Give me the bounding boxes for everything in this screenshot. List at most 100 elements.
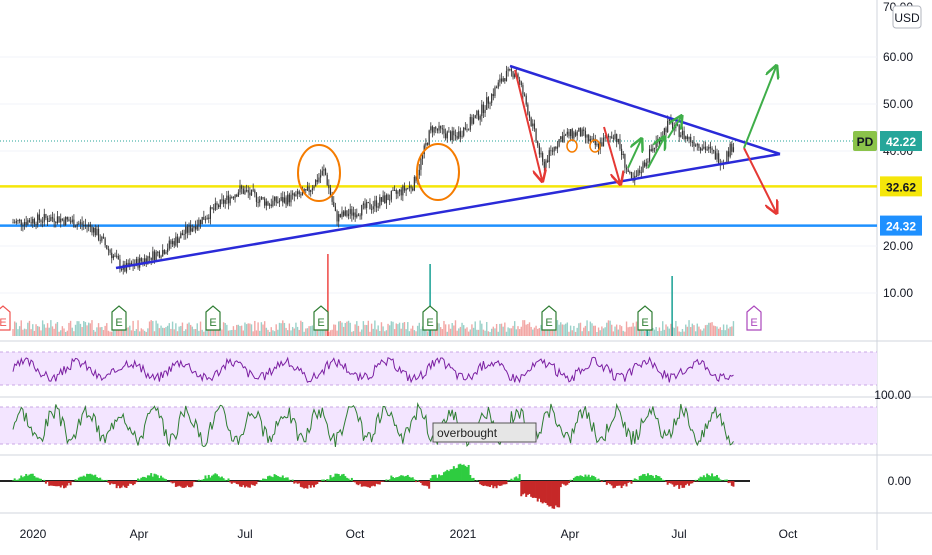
earnings-marker[interactable]: E: [747, 306, 761, 330]
candle-body: [549, 150, 550, 162]
candle-body: [96, 229, 97, 235]
currency-label: USD: [894, 11, 920, 25]
volume-bar: [384, 331, 385, 336]
volume-bar: [581, 331, 582, 336]
macd-bar: [413, 479, 415, 481]
candle-body: [63, 220, 64, 225]
candle-body: [707, 149, 708, 150]
volume-bar: [152, 321, 153, 336]
volume-bar: [249, 324, 250, 336]
candle-body: [343, 212, 344, 216]
candle-body: [246, 190, 247, 191]
candle-body: [193, 227, 194, 229]
macd-bar: [663, 480, 665, 481]
candle-body: [409, 186, 410, 188]
volume-bar: [402, 323, 403, 336]
candle-body: [420, 159, 421, 170]
volume-bar: [294, 328, 295, 336]
volume-bar: [262, 325, 263, 336]
candle-body: [308, 187, 309, 192]
candle-body: [498, 82, 499, 87]
volume-bar: [465, 329, 466, 336]
volume-bar: [336, 331, 337, 336]
candle-body: [141, 258, 142, 261]
earnings-marker[interactable]: E: [542, 306, 556, 330]
candle-body: [266, 201, 267, 205]
candle-body: [452, 131, 453, 140]
earnings-marker[interactable]: E: [314, 306, 328, 330]
earnings-marker[interactable]: E: [423, 306, 437, 330]
volume-bar: [39, 327, 40, 336]
volume-bar: [52, 326, 53, 336]
macd-bar: [519, 474, 521, 481]
candle-body: [410, 186, 411, 189]
volume-bar: [407, 322, 408, 336]
earnings-marker[interactable]: E: [638, 306, 652, 330]
candle-body: [165, 252, 166, 254]
volume-bar: [659, 328, 660, 336]
candle-body: [164, 250, 165, 254]
volume-bar: [170, 329, 171, 336]
candle-body: [154, 251, 155, 260]
volume-bar: [683, 332, 684, 336]
candle-body: [688, 137, 689, 139]
candle-body: [432, 126, 433, 132]
candle-body: [216, 203, 217, 205]
volume-bar: [702, 331, 703, 336]
volume-bar: [563, 325, 564, 336]
volume-bar: [341, 323, 342, 336]
candle-body: [195, 227, 196, 230]
candle-body: [42, 222, 43, 223]
candle-body: [665, 128, 666, 132]
candle-body: [450, 132, 451, 140]
candle-body: [271, 205, 272, 207]
earnings-marker[interactable]: E: [206, 306, 220, 330]
volume-bar: [75, 325, 76, 336]
candle-body: [628, 169, 629, 171]
volume-bar: [507, 327, 508, 336]
candle-body: [521, 81, 522, 85]
candle-body: [17, 220, 18, 221]
volume-bar: [279, 323, 280, 336]
candle-body: [341, 212, 342, 218]
volume-bar: [180, 326, 181, 336]
volume-bar: [233, 326, 234, 336]
volume-bar: [200, 322, 201, 336]
volume-bar: [473, 328, 474, 336]
candle-body: [621, 149, 622, 155]
volume-bar: [78, 321, 79, 336]
volume-bar: [583, 328, 584, 336]
volume-bar: [440, 327, 441, 336]
volume-bar: [192, 327, 193, 336]
candle-body: [435, 127, 436, 129]
volume-bar: [662, 321, 663, 336]
candle-body: [118, 256, 119, 259]
candle-body: [78, 223, 79, 224]
candle-body: [55, 222, 56, 223]
candle-body: [113, 256, 114, 258]
candle-body: [34, 219, 35, 224]
volume-bar: [591, 323, 592, 336]
candle-body: [711, 148, 712, 150]
volume-bar: [73, 331, 74, 336]
candle-body: [609, 136, 610, 137]
earnings-marker[interactable]: E: [112, 306, 126, 330]
candle-body: [16, 221, 17, 223]
candle-body: [333, 202, 334, 207]
candle-body: [443, 129, 444, 134]
candle-body: [318, 177, 319, 181]
volume-bar: [455, 320, 456, 336]
volume-bar: [601, 326, 602, 336]
volume-bar: [335, 325, 336, 336]
volume-bar: [721, 330, 722, 336]
candle-body: [225, 200, 226, 204]
candle-body: [700, 148, 701, 150]
candle-body: [52, 217, 53, 218]
volume-bar: [677, 326, 678, 336]
volume-bar: [631, 327, 632, 336]
volume-bar: [593, 326, 594, 336]
volume-bar: [693, 325, 694, 336]
candle-body: [83, 225, 84, 226]
volume-bar: [484, 331, 485, 336]
